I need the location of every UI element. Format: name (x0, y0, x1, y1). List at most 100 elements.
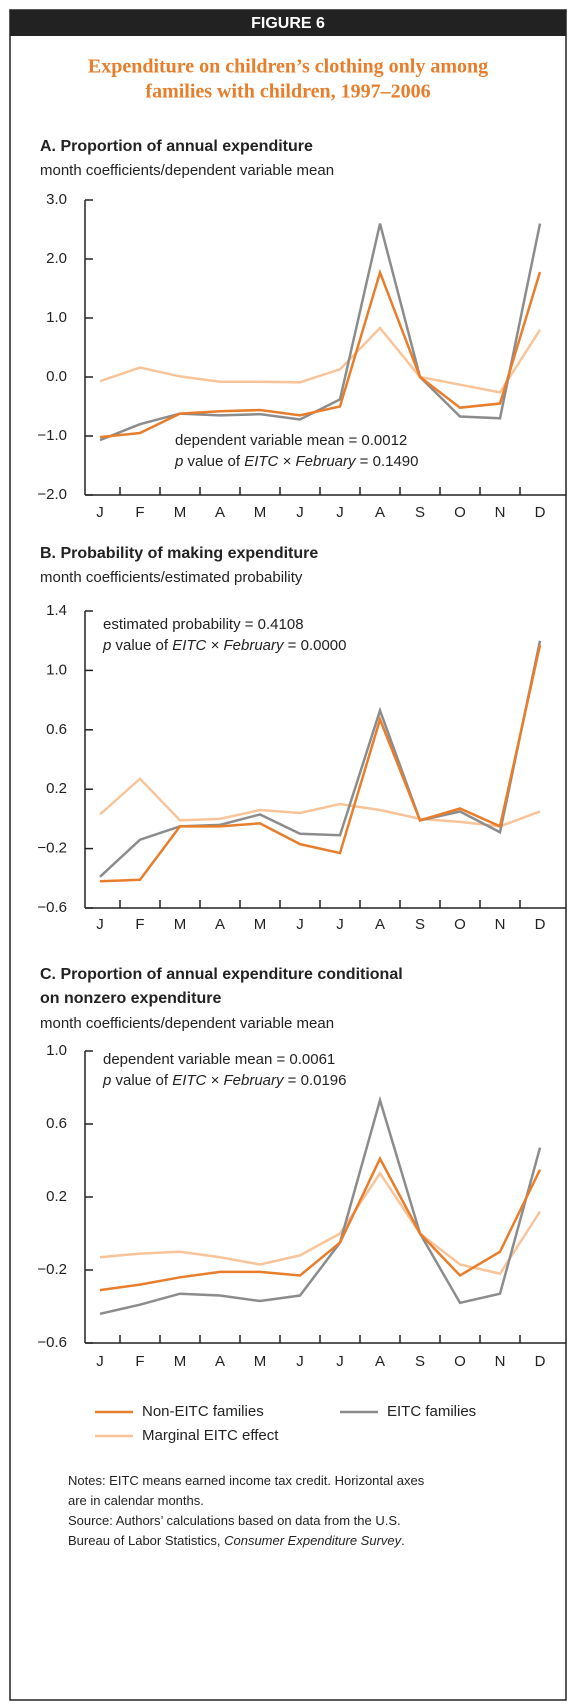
legend-label: Marginal EITC effect (142, 1427, 279, 1444)
x-tick-label: A (215, 1353, 225, 1370)
annotation-run: p (174, 453, 183, 470)
x-tick-label: D (535, 504, 546, 521)
annotation-run: value of (111, 1072, 172, 1089)
x-tick-label: A (375, 916, 385, 933)
x-tick-label: J (296, 916, 304, 933)
x-tick-label: M (254, 504, 267, 521)
annotation: dependent variable mean = 0.0012 (175, 432, 407, 449)
x-tick-label: M (174, 504, 187, 521)
x-tick-label: F (135, 504, 144, 521)
annotation-run: dependent variable mean = 0.0012 (175, 432, 407, 449)
x-tick-label: M (174, 916, 187, 933)
x-tick-label: M (174, 1353, 187, 1370)
legend-label: EITC families (387, 1403, 476, 1420)
x-tick-label: J (336, 916, 344, 933)
legend-label: Non-EITC families (142, 1403, 264, 1420)
x-tick-label: N (495, 1353, 506, 1370)
annotation: dependent variable mean = 0.0061 (103, 1051, 335, 1068)
note: Source: Authors’ calculations based on d… (68, 1513, 401, 1528)
annotation-run: p (102, 1072, 111, 1089)
annotation-run: = 0.0196 (284, 1072, 347, 1089)
panel-subtitle: month coefficients/dependent variable me… (40, 162, 334, 179)
panel-title: A. Proportion of annual expenditure (40, 138, 313, 155)
series-line (99, 268, 542, 439)
panel-title: C. Proportion of annual expenditure cond… (40, 966, 403, 983)
y-tick-label: −0.2 (37, 840, 67, 857)
figure-title: Expenditure on children’s clothing only … (88, 56, 488, 78)
note: Bureau of Labor Statistics, Consumer Exp… (68, 1533, 405, 1548)
y-tick-label: 2.0 (46, 250, 67, 267)
annotation-run: p (102, 637, 111, 654)
annotation-run: EITC × February (172, 1072, 285, 1089)
figure-title: families with children, 1997–2006 (145, 81, 430, 103)
y-tick-label: 3.0 (46, 191, 67, 208)
annotation-run: EITC × February (244, 453, 357, 470)
annotation-run: dependent variable mean = 0.0061 (103, 1051, 335, 1068)
x-tick-label: F (135, 916, 144, 933)
series-line (99, 326, 542, 394)
x-tick-label: M (254, 1353, 267, 1370)
x-tick-label: F (135, 1353, 144, 1370)
annotation: p value of EITC × February = 0.0000 (102, 637, 347, 654)
note-run: Notes: EITC means earned income tax cred… (68, 1473, 425, 1488)
y-tick-label: 0.6 (46, 721, 67, 738)
panel-subtitle: month coefficients/estimated probability (40, 569, 303, 586)
annotation: p value of EITC × February = 0.1490 (174, 453, 419, 470)
x-tick-label: N (495, 504, 506, 521)
x-tick-label: J (96, 504, 104, 521)
series-line (99, 644, 542, 883)
x-tick-label: J (96, 916, 104, 933)
note-run: Consumer Expenditure Survey (224, 1533, 403, 1548)
x-tick-label: M (254, 916, 267, 933)
note-run: . (401, 1533, 405, 1548)
x-tick-label: A (375, 504, 385, 521)
panel-subtitle: month coefficients/dependent variable me… (40, 1015, 334, 1032)
annotation-run: EITC × February (172, 637, 285, 654)
y-tick-label: −2.0 (37, 486, 67, 503)
annotation-run: = 0.0000 (284, 637, 347, 654)
annotation-run: value of (183, 453, 244, 470)
series-line (99, 223, 542, 442)
y-tick-label: 0.0 (46, 368, 67, 385)
frame (9, 9, 567, 1701)
x-tick-label: A (215, 504, 225, 521)
y-tick-label: −0.6 (37, 1334, 67, 1351)
series-line (99, 777, 541, 828)
series-line (99, 1095, 542, 1316)
annotation-run: = 0.1490 (356, 453, 419, 470)
note-run: Bureau of Labor Statistics, (68, 1533, 224, 1548)
y-tick-label: −1.0 (37, 427, 67, 444)
note-run: Source: Authors’ calculations based on d… (68, 1513, 401, 1528)
x-tick-label: A (215, 916, 225, 933)
panel-title: on nonzero expenditure (40, 990, 221, 1007)
note-run: are in calendar months. (68, 1493, 204, 1508)
x-tick-label: S (415, 916, 425, 933)
series-line (99, 640, 542, 878)
x-tick-label: O (454, 504, 466, 521)
annotation: estimated probability = 0.4108 (103, 616, 304, 633)
y-tick-label: 0.2 (46, 1188, 67, 1205)
y-tick-label: −0.6 (37, 899, 67, 916)
x-tick-label: J (96, 1353, 104, 1370)
x-tick-label: J (336, 1353, 344, 1370)
y-tick-label: 0.2 (46, 780, 67, 797)
x-tick-label: O (454, 1353, 466, 1370)
x-tick-label: N (495, 916, 506, 933)
x-tick-label: S (415, 504, 425, 521)
x-tick-label: J (296, 1353, 304, 1370)
x-tick-label: D (535, 1353, 546, 1370)
y-tick-label: 1.4 (46, 602, 67, 619)
figure-label: FIGURE 6 (251, 15, 325, 32)
y-tick-label: 1.0 (46, 661, 67, 678)
note: are in calendar months. (68, 1493, 204, 1508)
series-line (99, 1171, 542, 1276)
x-tick-label: J (296, 504, 304, 521)
y-tick-label: 1.0 (46, 1042, 67, 1059)
annotation-run: value of (111, 637, 172, 654)
x-tick-label: J (336, 504, 344, 521)
x-tick-label: O (454, 916, 466, 933)
y-tick-label: 0.6 (46, 1115, 67, 1132)
annotation: p value of EITC × February = 0.0196 (102, 1072, 347, 1089)
y-tick-label: −0.2 (37, 1261, 67, 1278)
